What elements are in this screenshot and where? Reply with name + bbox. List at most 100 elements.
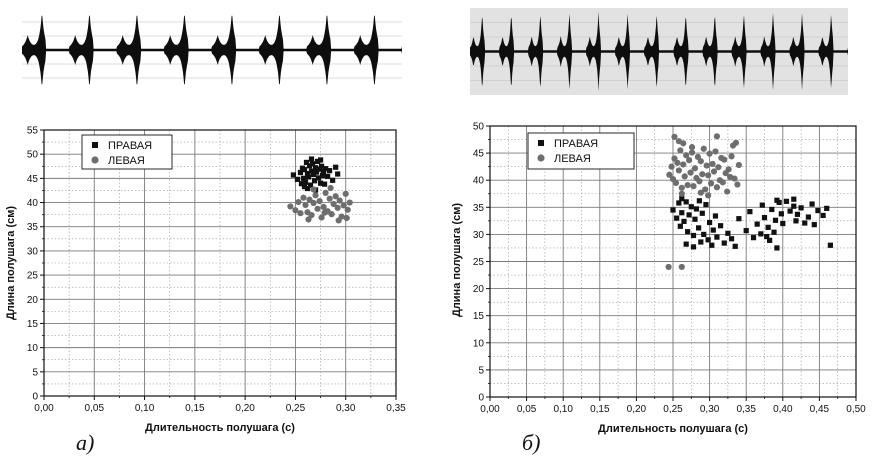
data-point-square bbox=[674, 215, 680, 221]
data-point-square bbox=[311, 178, 318, 184]
data-point-circle bbox=[735, 161, 742, 169]
legend: ПРАВАЯ ЛЕВАЯ bbox=[81, 134, 173, 170]
data-point-square bbox=[320, 168, 327, 175]
x-axis-label-b: Длительность полушага (с) bbox=[598, 423, 748, 435]
x-tick-label: 0,35 bbox=[736, 404, 756, 415]
data-point-square bbox=[294, 176, 301, 182]
data-point-circle bbox=[316, 197, 323, 205]
data-point-square bbox=[303, 159, 310, 166]
data-point-circle bbox=[688, 149, 696, 156]
data-point-circle bbox=[674, 159, 681, 166]
data-point-square bbox=[772, 217, 779, 223]
legend-marker-square bbox=[92, 142, 98, 148]
data-point-square bbox=[317, 180, 324, 186]
x-tick-label: 0,20 bbox=[627, 404, 647, 415]
scatter-chart-a: 0,00 0,05 0,10 0,15 0,20 0,25 0,30 0,35 0 5 10 15 20… bbox=[5, 126, 406, 456]
data-point-square bbox=[327, 168, 333, 174]
x-tick-label: 0,20 bbox=[235, 403, 255, 414]
data-point-square bbox=[301, 183, 308, 190]
data-point-circle bbox=[705, 192, 712, 199]
x-tick-label: 0,25 bbox=[663, 404, 683, 415]
legend-label: ЛЕВАЯ bbox=[554, 153, 591, 165]
data-point-square bbox=[765, 224, 771, 230]
data-point-circle bbox=[292, 207, 299, 214]
data-point-square bbox=[705, 237, 711, 243]
data-point-square bbox=[302, 179, 309, 185]
data-point-circle bbox=[696, 178, 703, 185]
y-tick-label: 0 bbox=[478, 393, 484, 404]
data-point-square bbox=[306, 163, 313, 169]
data-point-square bbox=[683, 241, 689, 247]
data-point-square bbox=[308, 168, 315, 174]
data-point-square bbox=[824, 205, 830, 211]
data-point-circle bbox=[683, 152, 690, 159]
data-point-square bbox=[701, 231, 707, 237]
data-point-circle bbox=[699, 171, 706, 178]
data-point-square bbox=[318, 163, 325, 169]
data-point-circle bbox=[724, 188, 731, 195]
data-point-circle bbox=[700, 145, 707, 152]
plot-frame bbox=[489, 125, 857, 398]
data-point-circle bbox=[684, 181, 691, 189]
data-point-square bbox=[690, 232, 697, 239]
data-point-circle bbox=[671, 155, 678, 162]
data-point-square bbox=[791, 203, 797, 209]
y-tick-label: 45 bbox=[473, 149, 485, 160]
y-tick-label: 50 bbox=[473, 122, 485, 133]
x-tick-label: 0,50 bbox=[846, 404, 866, 415]
data-point-square bbox=[761, 214, 768, 221]
data-point-square bbox=[305, 174, 312, 180]
data-point-square bbox=[688, 204, 694, 210]
data-point-square bbox=[317, 157, 324, 163]
y-tick-label: 15 bbox=[473, 311, 485, 322]
data-point-square bbox=[297, 169, 304, 176]
y-axis-label-b: Длина полушага (см) bbox=[451, 203, 463, 317]
panel-label-a: а) bbox=[76, 430, 94, 455]
data-point-square bbox=[793, 218, 799, 224]
data-point-circle bbox=[731, 175, 738, 182]
legend: ПРАВАЯ ЛЕВАЯ bbox=[527, 132, 635, 170]
y-tick-label: 55 bbox=[27, 126, 39, 137]
data-point-circle bbox=[328, 211, 335, 218]
x-tick-label: 0,25 bbox=[286, 403, 306, 414]
data-point-circle bbox=[713, 184, 721, 191]
data-point-square bbox=[330, 177, 336, 183]
plot-frame bbox=[43, 129, 397, 397]
data-point-square bbox=[791, 196, 797, 202]
data-point-square bbox=[335, 171, 341, 177]
legend-label: ПРАВАЯ bbox=[554, 138, 598, 150]
data-point-circle bbox=[686, 157, 693, 164]
data-point-circle bbox=[703, 162, 710, 169]
data-point-square bbox=[683, 199, 689, 205]
data-point-square bbox=[732, 243, 738, 249]
data-point-square bbox=[690, 244, 697, 250]
data-point-circle bbox=[678, 263, 685, 271]
data-point-square bbox=[677, 223, 683, 229]
data-point-circle bbox=[297, 210, 304, 217]
y-tick-label: 20 bbox=[473, 284, 485, 295]
data-point-circle bbox=[300, 194, 307, 201]
y-tick-label: 35 bbox=[27, 222, 39, 233]
data-point-circle bbox=[712, 148, 719, 155]
data-point-circle bbox=[671, 133, 678, 140]
data-point-circle bbox=[719, 179, 726, 186]
data-point-square bbox=[670, 207, 676, 213]
data-point-circle bbox=[734, 181, 741, 188]
x-tick-label: 0,45 bbox=[810, 404, 830, 415]
y-tick-label: 30 bbox=[473, 230, 485, 241]
data-point-square bbox=[710, 227, 716, 233]
data-point-square bbox=[767, 237, 773, 243]
data-point-circle bbox=[666, 171, 673, 178]
data-point-circle bbox=[334, 204, 341, 211]
data-point-circle bbox=[330, 200, 337, 208]
y-tick-label: 40 bbox=[473, 176, 485, 187]
x-tick-label: 0,05 bbox=[85, 403, 105, 414]
data-point-circle bbox=[305, 216, 312, 223]
data-point-square bbox=[298, 181, 305, 187]
data-point-square bbox=[308, 156, 315, 162]
panel-label-b: б) bbox=[522, 430, 540, 455]
x-tick-label: 0,05 bbox=[517, 404, 537, 415]
data-point-square bbox=[309, 161, 316, 167]
x-tick-label: 0,10 bbox=[553, 404, 573, 415]
